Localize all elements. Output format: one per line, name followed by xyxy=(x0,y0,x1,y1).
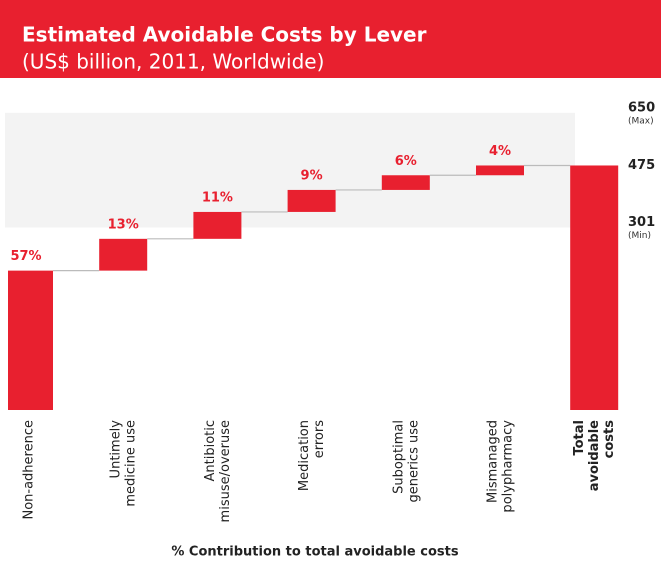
x-tick-label: Antibioticmisuse/overuse xyxy=(202,420,232,522)
chart-subtitle: (US$ billion, 2011, Worldwide) xyxy=(22,50,324,74)
y2-tick-label: 475 xyxy=(628,158,655,173)
y2-tick-label: 301 xyxy=(628,215,655,230)
x-tick-label: Medicationerrors xyxy=(297,420,327,491)
bar xyxy=(287,189,336,212)
y2-tick-sublabel: (Min) xyxy=(628,231,651,241)
x-tick-label: Non-adherence xyxy=(22,420,37,520)
total-bar xyxy=(570,165,619,410)
chart-title: Estimated Avoidable Costs by Lever xyxy=(22,23,427,47)
bar xyxy=(476,165,524,176)
value-label: 9% xyxy=(301,168,323,183)
value-label: 6% xyxy=(395,154,417,169)
bar xyxy=(8,270,53,410)
value-label: 57% xyxy=(10,249,41,264)
bar xyxy=(99,238,148,271)
y2-tick-label: 650 xyxy=(628,100,655,115)
x-tick-label: Mismanagedpolypharmacy xyxy=(485,420,515,513)
value-label: 11% xyxy=(202,190,233,205)
bar xyxy=(193,211,242,239)
y2-tick-sublabel: (Max) xyxy=(628,116,654,126)
header-band xyxy=(0,0,661,78)
x-tick-label: Untimelymedicine use xyxy=(108,420,138,507)
value-label: 13% xyxy=(108,217,139,232)
value-label: 4% xyxy=(489,144,511,159)
bar xyxy=(381,175,430,190)
x-tick-label: Suboptimalgenerics use xyxy=(391,420,421,503)
x-tick-label: Totalavoidablecosts xyxy=(572,420,617,492)
x-axis-label: % Contribution to total avoidable costs xyxy=(171,545,458,560)
